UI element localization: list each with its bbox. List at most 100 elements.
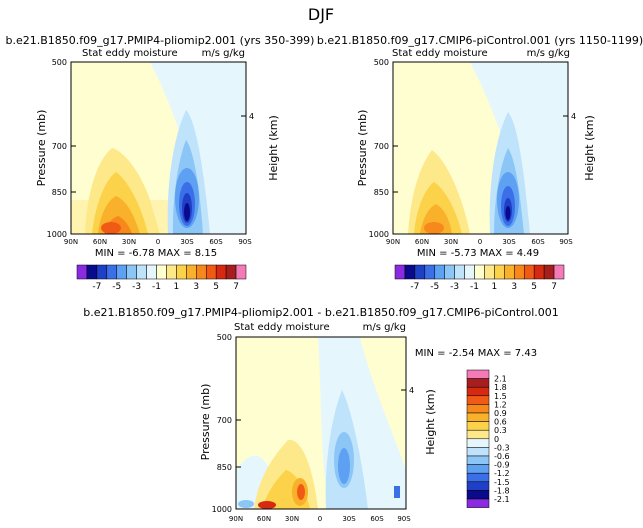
panel-2-ytick-700: 700: [374, 142, 389, 151]
panel-2-ytick-1000: 1000: [369, 230, 389, 239]
colorbar-label: 0: [494, 435, 499, 444]
colorbar-swatch: [156, 264, 167, 280]
panel-1-xtick-60n: 60N: [93, 238, 107, 246]
panel-3-y2label: Height (km): [424, 389, 437, 455]
panel-1-xtick-60s: 60S: [209, 238, 223, 246]
panel-3-colorbar: 2.11.81.51.20.90.60.30-0.3-0.6-0.9-1.2-1…: [466, 369, 510, 508]
panel-3-pos-4: [297, 484, 305, 500]
colorbar-swatch: [514, 264, 525, 280]
panel-2-title: b.e21.B1850.f09_g17.CMIP6-piControl.001 …: [317, 34, 643, 47]
colorbar-swatch: [466, 395, 490, 405]
colorbar-swatch: [424, 264, 436, 280]
colorbar-swatch: [136, 264, 147, 280]
panel-3-xtick-90n: 90N: [229, 515, 243, 523]
panel-1-ytick-700: 700: [52, 142, 67, 151]
panel-1-ytick-850: 850: [52, 188, 67, 197]
colorbar-swatch: [466, 421, 490, 431]
panel-2-neg-6: [505, 206, 511, 220]
panel-2-xtick-30n: 30N: [444, 238, 458, 246]
colorbar-label: -5: [430, 282, 439, 292]
colorbar-swatch: [466, 472, 490, 483]
colorbar-label: 7: [551, 282, 557, 292]
colorbar-swatch: [76, 264, 88, 280]
colorbar-swatch: [434, 264, 445, 280]
colorbar-swatch: [484, 264, 495, 280]
panel-2-stats: MIN = -5.73 MAX = 4.49: [417, 248, 539, 259]
panel-2-frame: [392, 61, 569, 235]
panel-2-xtick-60n: 60N: [415, 238, 429, 246]
colorbar-swatch: [404, 264, 416, 280]
panel-3-neg-edge: [238, 500, 254, 508]
panel-1-title: b.e21.B1850.f09_g17.PMIP4-pliomip2.001 (…: [6, 34, 315, 47]
colorbar-swatch: [454, 264, 465, 280]
colorbar-swatch: [466, 369, 490, 379]
panel-1-xtick-90s: 90S: [238, 238, 252, 246]
panel-2-ytick-500: 500: [374, 58, 389, 67]
colorbar-label: -0.6: [494, 452, 510, 461]
colorbar-label: -1: [470, 282, 479, 292]
panel-2-ylabel: Pressure (mb): [356, 110, 369, 187]
panel-2-xtick-0: 0: [478, 238, 482, 246]
colorbar-label: -1.5: [494, 478, 510, 487]
colorbar-swatch: [466, 455, 490, 465]
panel-3-xtick-60n: 60N: [257, 515, 271, 523]
panel-2-xtick-60s: 60S: [531, 238, 545, 246]
panel-2-y2tick-4: 4: [571, 112, 576, 121]
panel-1-frame: [70, 61, 247, 235]
panel-1-x-ticks: 90N 60N 30N 0 30S 60S 90S: [64, 238, 252, 246]
colorbar-swatch: [235, 264, 247, 280]
colorbar-swatch: [116, 264, 127, 280]
panel-2-xtick-30s: 30S: [502, 238, 516, 246]
panel-1-ytick-1000: 1000: [47, 230, 67, 239]
colorbar-label: -2.1: [494, 495, 510, 504]
panel-1-right-label: m/s g/kg: [202, 48, 245, 59]
colorbar-swatch: [126, 264, 137, 280]
panel-2-y2label: Height (km): [583, 115, 596, 181]
colorbar-swatch: [466, 438, 490, 448]
colorbar-label: -7: [92, 282, 101, 292]
colorbar-swatch: [466, 412, 490, 422]
panel-3-left-label: Stat eddy moisture: [234, 322, 330, 333]
colorbar-label: -1.2: [494, 469, 510, 478]
colorbar-label: 0.6: [494, 418, 507, 427]
colorbar-swatch: [205, 264, 217, 280]
colorbar-label: 1: [492, 282, 498, 292]
colorbar-swatch: [96, 264, 108, 280]
panel-3-xtick-30s: 30S: [342, 515, 356, 523]
colorbar-swatch: [553, 264, 565, 280]
panel-2-fill-north-4: [424, 222, 444, 234]
panel-1-xtick-30s: 30S: [180, 238, 194, 246]
colorbar-label: -1.8: [494, 486, 510, 495]
panel-2-xtick-90n: 90N: [386, 238, 400, 246]
colorbar-label: 5: [531, 282, 537, 292]
colorbar-swatch: [466, 447, 490, 457]
colorbar-label: 2.1: [494, 375, 507, 384]
panel-2-ytick-850: 850: [374, 188, 389, 197]
colorbar-label: -7: [410, 282, 419, 292]
colorbar-swatch: [466, 378, 490, 388]
colorbar-label: -5: [112, 282, 121, 292]
colorbar-swatch: [494, 264, 505, 280]
colorbar-swatch: [196, 264, 207, 280]
colorbar-swatch: [466, 429, 490, 440]
colorbar-label: 0.3: [494, 426, 507, 435]
panel-3-xtick-0: 0: [318, 515, 322, 523]
colorbar-swatch: [466, 404, 490, 414]
panel-2-x-ticks: 90N 60N 30N 0 30S 60S 90S: [386, 238, 573, 246]
panel-2: b.e21.B1850.f09_g17.CMIP6-piControl.001 …: [317, 34, 643, 292]
colorbar-label: 1.2: [494, 400, 507, 409]
panel-3: b.e21.B1850.f09_g17.PMIP4-pliomip2.001 -…: [83, 306, 559, 523]
panel-3-right-label: m/s g/kg: [363, 322, 406, 333]
colorbar-label: -0.9: [494, 461, 510, 470]
page-title: DJF: [308, 5, 334, 24]
colorbar-swatch: [106, 264, 118, 280]
panel-3-neg-corner: [394, 486, 400, 498]
panel-3-x-ticks: 90N 60N 30N 0 30S 60S 90S: [229, 515, 411, 523]
colorbar-swatch: [166, 264, 177, 280]
colorbar-swatch: [466, 490, 490, 500]
colorbar-swatch: [86, 264, 98, 280]
panel-3-xtick-30n: 30N: [285, 515, 299, 523]
panel-3-ytick-1000: 1000: [212, 505, 232, 514]
colorbar-swatch: [474, 264, 485, 280]
